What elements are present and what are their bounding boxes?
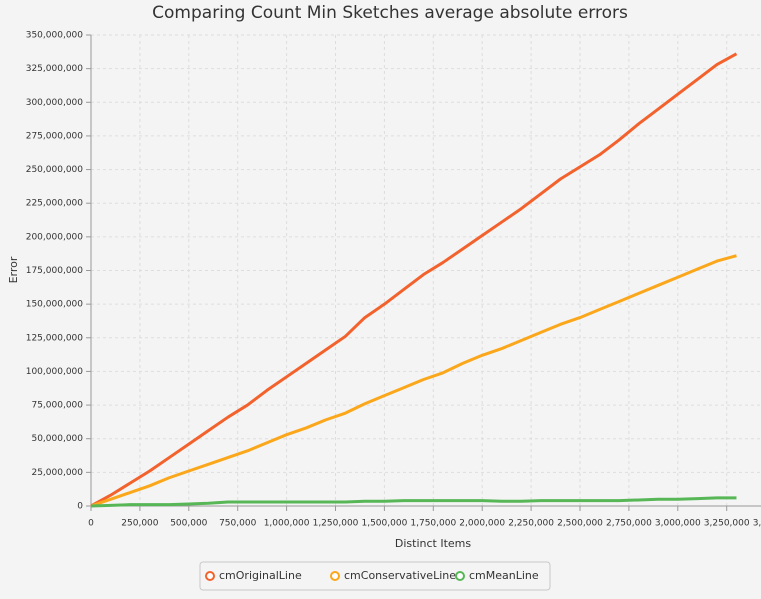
y-tick-label: 325,000,000 [26,64,84,74]
y-tick-label: 225,000,000 [26,199,84,209]
x-tick-label: 3,500,000 [753,519,761,529]
x-tick-label: 250,000 [121,519,158,529]
chart-title: Comparing Count Min Sketches average abs… [152,3,628,23]
y-tick-label: 100,000,000 [26,367,84,377]
x-tick-label: 0 [88,519,94,529]
y-tick-label: 200,000,000 [26,232,84,242]
y-tick-label: 250,000,000 [26,165,84,175]
legend-box [199,561,551,591]
x-tick-label: 1,250,000 [313,519,359,529]
y-tick-label: 275,000,000 [26,131,84,141]
x-tick-label: 500,000 [170,519,207,529]
data-line [90,254,737,508]
x-tick-label: 3,250,000 [704,519,750,529]
legend-label: cmConservativeLine [344,569,456,582]
y-axis-label: Error [7,256,20,283]
y-tick-label: 0 [77,502,83,512]
y-tick-label: 300,000,000 [26,98,84,108]
legend-label: cmMeanLine [469,569,539,582]
legend-label: cmOriginalLine [219,569,302,582]
x-tick-label: 1,500,000 [361,519,407,529]
x-tick-label: 750,000 [219,519,256,529]
x-tick-label: 3,000,000 [655,519,701,529]
legend-marker [330,571,340,581]
x-axis-label: Distinct Items [395,537,471,550]
x-tick-label: 2,750,000 [606,519,652,529]
data-line [90,496,737,508]
x-tick-label: 2,000,000 [459,519,505,529]
y-tick-label: 175,000,000 [26,266,84,276]
x-tick-label: 2,500,000 [557,519,603,529]
x-tick-label: 1,000,000 [264,519,310,529]
x-tick-label: 2,250,000 [508,519,554,529]
legend-marker [205,571,215,581]
legend-marker [455,571,465,581]
data-line [90,52,738,508]
x-tick-label: 1,750,000 [410,519,456,529]
y-tick-label: 350,000,000 [26,31,84,41]
y-tick-label: 150,000,000 [26,300,84,310]
y-tick-label: 75,000,000 [31,401,83,411]
y-tick-label: 25,000,000 [31,468,83,478]
y-tick-label: 50,000,000 [31,434,83,444]
y-tick-label: 125,000,000 [26,333,84,343]
